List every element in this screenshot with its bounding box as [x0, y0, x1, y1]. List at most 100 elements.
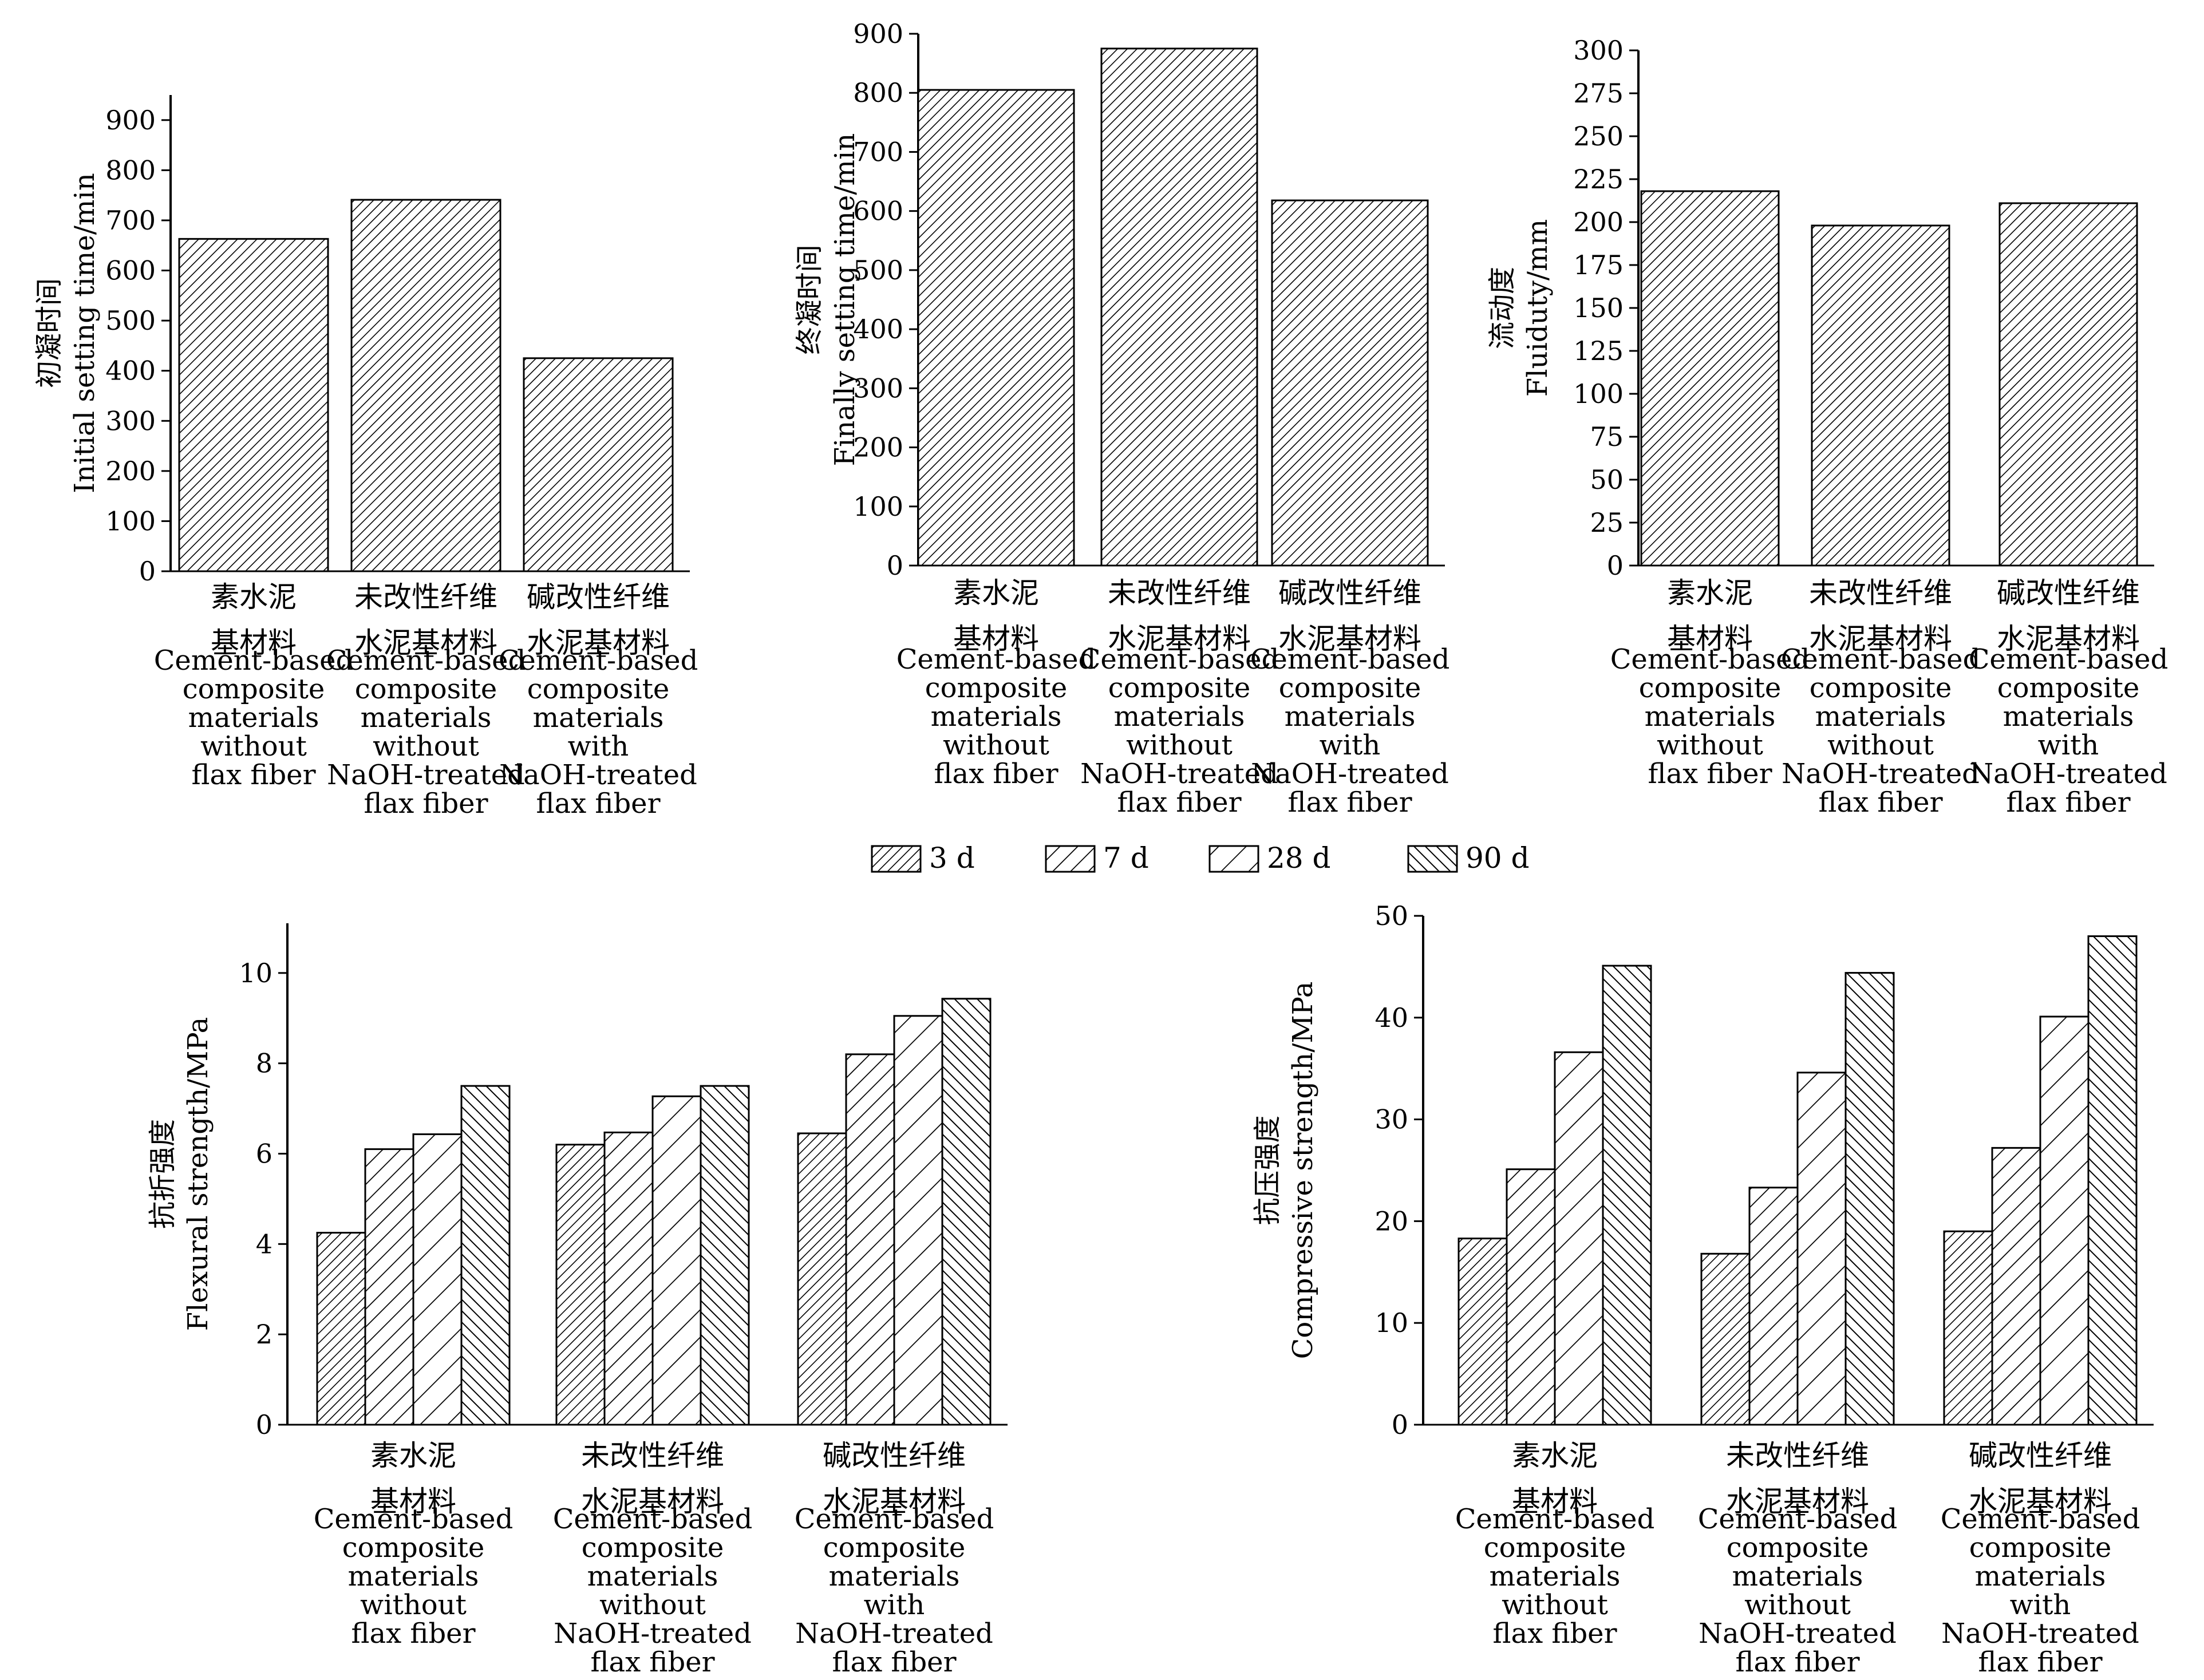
category-label-cn: 基材料 — [370, 1485, 456, 1518]
bar-28d — [651, 1095, 702, 1426]
category-label-cn: 水泥基材料 — [354, 626, 497, 659]
category-label-cn: 素水泥 — [1667, 576, 1753, 610]
category-label-cn: 未改性纤维 — [581, 1439, 724, 1472]
y-tick-label: 0 — [1392, 1409, 1408, 1440]
y-tick-label: 225 — [1573, 164, 1624, 195]
category-label-en: flax fiber — [1117, 786, 1241, 819]
category-label-en: materials — [188, 702, 319, 734]
category-label-en: NaOH-treated — [1080, 758, 1278, 790]
y-tick-label: 500 — [105, 305, 156, 336]
category-label-en: flax fiber — [1287, 786, 1412, 819]
legend-item: 7 d — [1045, 841, 1149, 875]
y-axis-label-cn: 抗折强度 — [147, 1119, 179, 1229]
y-tick-label: 100 — [105, 505, 156, 536]
y-tick-label: 300 — [1573, 35, 1624, 66]
x-category-label: 素水泥基材料Cement-basedcompositematerialswith… — [154, 580, 354, 791]
bar — [1271, 199, 1429, 567]
category-label-en: materials — [1975, 1560, 2106, 1592]
y-axis-label-cn: 流动度 — [1486, 267, 1518, 349]
category-label-en: without — [1657, 729, 1763, 761]
category-label-en: flax fiber — [832, 1646, 956, 1678]
category-label-en: materials — [829, 1560, 960, 1592]
legend-label: 28 d — [1267, 841, 1331, 875]
category-label-en: with — [864, 1589, 925, 1621]
bar — [523, 357, 674, 572]
legend-label: 90 d — [1466, 841, 1530, 875]
x-category-label: 碱改性纤维水泥基材料Cement-basedcompositematerials… — [1969, 576, 2169, 819]
x-category-label: 未改性纤维水泥基材料Cement-basedcompositematerials… — [326, 580, 526, 820]
category-label-en: composite — [1279, 672, 1421, 704]
x-category-label: 素水泥基材料Cement-basedcompositematerialswith… — [314, 1439, 514, 1650]
y-tick-label: 500 — [853, 255, 903, 286]
category-label-en: Cement-based — [896, 643, 1096, 675]
y-axis-label-cn: 抗压强度 — [1251, 1115, 1283, 1225]
bar-7d — [603, 1131, 654, 1426]
y-tick-label: 700 — [105, 205, 156, 236]
y-axis-label: 初凝时间 Initial setting time/min — [33, 173, 101, 493]
legend-swatch — [1045, 845, 1096, 873]
category-label-cn: 水泥基材料 — [1809, 622, 1952, 655]
y-tick-label: 8 — [256, 1048, 272, 1079]
legend-label: 3 d — [929, 841, 975, 875]
category-label-en: Cement-based — [499, 645, 698, 677]
category-label-cn: 水泥基材料 — [823, 1485, 966, 1518]
category-label-cn: 水泥基材料 — [1108, 622, 1251, 655]
category-label-en: Cement-based — [553, 1503, 753, 1535]
category-label-en: NaOH-treated — [1251, 758, 1449, 790]
bar-90d — [2087, 935, 2138, 1426]
category-label-en: with — [2010, 1589, 2071, 1621]
chart-panel-5: 0 10 20 30 40 50 抗压强度 Compressive strength/MPa 素… — [1251, 900, 2154, 1678]
category-label-cn: 水泥基材料 — [527, 626, 670, 659]
bar-3d — [316, 1232, 366, 1426]
bar-28d — [2039, 1015, 2090, 1426]
category-label-en: materials — [348, 1560, 479, 1592]
category-label-cn: 未改性纤维 — [1809, 576, 1952, 610]
legend-item: 90 d — [1407, 841, 1530, 875]
category-label-en: materials — [587, 1560, 718, 1592]
y-tick-label: 75 — [1590, 421, 1624, 452]
category-label-en: without — [1126, 729, 1233, 761]
category-label-en: Cement-based — [1698, 1503, 1898, 1535]
category-label-en: without — [200, 730, 307, 762]
category-label-en: NaOH-treated — [1969, 758, 2167, 790]
bar-28d — [412, 1133, 463, 1426]
category-label-en: flax fiber — [1818, 786, 1942, 819]
bar-3d — [1458, 1238, 1508, 1426]
chart-panel-2: 0 100 200 300 400 500 600 700 800 900 终凝时间 Finally … — [793, 18, 1449, 819]
category-label-en: without — [360, 1589, 467, 1621]
category-label-en: flax fiber — [351, 1618, 475, 1650]
category-label-cn: 水泥基材料 — [1997, 622, 2140, 655]
y-tick-label: 300 — [105, 405, 156, 436]
category-label-en: composite — [1484, 1532, 1626, 1564]
y-axis-label-en: Compressive strength/MPa — [1287, 982, 1319, 1359]
y-tick-label: 250 — [1573, 121, 1624, 152]
category-label-en: flax fiber — [364, 788, 488, 820]
bar — [1998, 202, 2138, 567]
y-tick-label: 10 — [1374, 1307, 1408, 1338]
category-label-en: Cement-based — [1781, 643, 1981, 675]
y-axis-label-en: Finally setting time/min — [829, 133, 861, 467]
y-tick-label: 4 — [256, 1228, 272, 1259]
x-category-label: 碱改性纤维水泥基材料Cement-basedcompositematerials… — [795, 1439, 994, 1678]
x-category-label: 碱改性纤维水泥基材料Cement-basedcompositematerials… — [1941, 1439, 2140, 1678]
y-axis-label: 终凝时间 Finally setting time/min — [793, 133, 861, 467]
bar-90d — [941, 998, 992, 1426]
x-category-label: 未改性纤维水泥基材料Cement-basedcompositematerials… — [1781, 576, 1981, 819]
bar-90d — [700, 1085, 750, 1426]
y-axis-label: 抗压强度 Compressive strength/MPa — [1251, 982, 1319, 1359]
category-label-cn: 基材料 — [953, 622, 1039, 655]
category-label-cn: 碱改性纤维 — [1997, 576, 2140, 610]
category-label-en: without — [1744, 1589, 1851, 1621]
bar-90d — [1602, 964, 1652, 1426]
y-tick-label: 200 — [1573, 207, 1624, 238]
category-label-cn: 水泥基材料 — [1278, 622, 1421, 655]
x-category-label: 碱改性纤维水泥基材料Cement-basedcompositematerials… — [499, 580, 698, 820]
legend-label: 7 d — [1103, 841, 1149, 875]
y-axis-label-cn: 终凝时间 — [793, 244, 825, 354]
legend-item: 28 d — [1208, 841, 1331, 875]
category-label-cn: 未改性纤维 — [1726, 1439, 1869, 1472]
chart-panel-3: 0 25 50 75 100 125 150 175 200 225 250 275 300 流动度 Flu… — [1486, 35, 2168, 819]
category-label-cn: 未改性纤维 — [1108, 576, 1251, 610]
